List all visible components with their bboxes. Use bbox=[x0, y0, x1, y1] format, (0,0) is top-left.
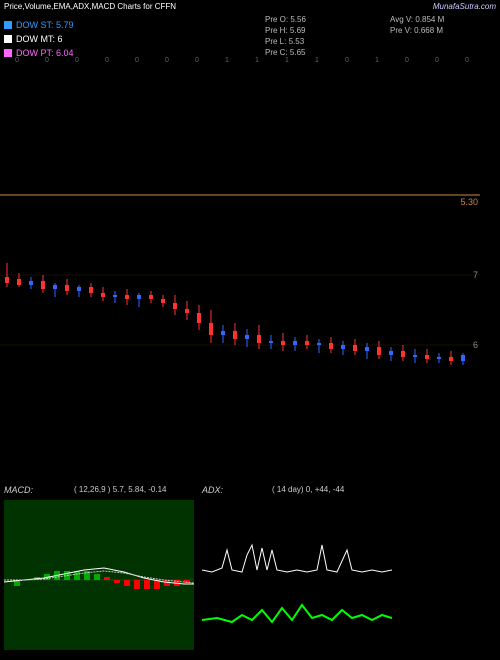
tick-label: 0 bbox=[345, 57, 349, 64]
macd-title: MACD: bbox=[4, 485, 33, 495]
tick-label: 1 bbox=[285, 57, 289, 64]
macd-panel: MACD: ( 12,26,9 ) 5.7, 5.84, -0.14 bbox=[4, 500, 194, 650]
tick-label: 0 bbox=[405, 57, 409, 64]
legend: DOW ST: 5.79DOW MT: 6DOW PT: 6.04 bbox=[4, 18, 74, 60]
tick-label: 0 bbox=[195, 57, 199, 64]
legend-item: DOW ST: 5.79 bbox=[4, 18, 74, 32]
tick-label: 0 bbox=[15, 57, 19, 64]
tick-label: 1 bbox=[375, 57, 379, 64]
svg-text:5.30: 5.30 bbox=[460, 197, 478, 207]
svg-text:6: 6 bbox=[473, 340, 478, 350]
ema-chart: 5.30 0000000111101000 bbox=[0, 65, 480, 235]
tick-label: 0 bbox=[165, 57, 169, 64]
tick-label: 0 bbox=[435, 57, 439, 64]
candle-chart: 76 bbox=[0, 255, 480, 395]
tick-label: 0 bbox=[135, 57, 139, 64]
tick-label: 1 bbox=[315, 57, 319, 64]
macd-data: ( 12,26,9 ) 5.7, 5.84, -0.14 bbox=[74, 485, 167, 494]
adx-data: ( 14 day) 0, +44, -44 bbox=[272, 485, 344, 494]
stat-row: Pre L: 5.53 bbox=[265, 36, 306, 47]
stat-row: Pre H: 5.69 bbox=[265, 25, 306, 36]
tick-label: 0 bbox=[45, 57, 49, 64]
adx-panel: ADX: ( 14 day) 0, +44, -44 bbox=[202, 500, 392, 650]
bottom-panels: MACD: ( 12,26,9 ) 5.7, 5.84, -0.14 ADX: … bbox=[4, 500, 392, 650]
stats-col1: Pre O: 5.56Pre H: 5.69Pre L: 5.53Pre C: … bbox=[265, 14, 306, 58]
chart-container: Price,Volume,EMA,ADX,MACD Charts for CFF… bbox=[0, 0, 500, 660]
tick-label: 1 bbox=[225, 57, 229, 64]
tick-label: 1 bbox=[255, 57, 259, 64]
tick-label: 0 bbox=[105, 57, 109, 64]
legend-item: DOW MT: 6 bbox=[4, 32, 74, 46]
stat-row: Pre O: 5.56 bbox=[265, 14, 306, 25]
stat-row: Avg V: 0.854 M bbox=[390, 14, 444, 25]
page-title: Price,Volume,EMA,ADX,MACD Charts for CFF… bbox=[4, 2, 176, 11]
tick-label: 0 bbox=[75, 57, 79, 64]
tick-label: 0 bbox=[465, 57, 469, 64]
stats-col2: Avg V: 0.854 MPre V: 0.668 M bbox=[390, 14, 444, 36]
svg-text:7: 7 bbox=[473, 270, 478, 280]
adx-title: ADX: bbox=[202, 485, 223, 495]
stat-row: Pre V: 0.668 M bbox=[390, 25, 444, 36]
attribution: MunafaSutra.com bbox=[433, 2, 496, 11]
